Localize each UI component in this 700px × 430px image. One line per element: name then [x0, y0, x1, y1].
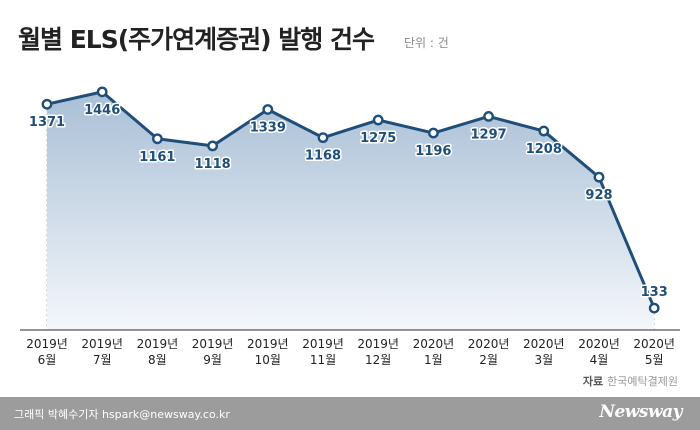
x-tick-label-year: 2019년: [302, 337, 344, 351]
data-label: 1446: [84, 103, 120, 118]
x-tick-label-month: 4월: [590, 353, 609, 367]
graphic-credit: 그래픽 박혜수기자 hspark@newsway.co.kr: [14, 408, 230, 421]
data-point: [648, 302, 660, 314]
x-tick-label-year: 2020년: [578, 337, 620, 351]
data-point: [262, 104, 274, 115]
x-tick-label-month: 6월: [38, 353, 57, 367]
data-label: 928: [585, 188, 612, 203]
x-tick-label-year: 2019년: [192, 337, 234, 351]
chart-title: 월별 ELS(주가연계증권) 발행 건수: [18, 25, 375, 54]
data-label: 1196: [415, 144, 451, 159]
data-label: 1161: [139, 150, 175, 165]
x-tick-label-month: 10월: [255, 353, 281, 367]
x-tick-label-year: 2019년: [247, 337, 289, 351]
x-tick-label-month: 11월: [310, 353, 336, 367]
x-tick-label-year: 2020년: [523, 337, 565, 351]
x-tick-label-month: 3월: [534, 353, 553, 367]
data-point: [96, 86, 108, 98]
data-point: [593, 171, 605, 183]
els-issuance-chart: 1371 1446 1161 1118 1339 1168 1275 1196 1297 1208…: [20, 86, 680, 367]
data-label: 1339: [250, 120, 286, 135]
x-tick-label-month: 8월: [148, 353, 167, 367]
x-tick-label-month: 7월: [93, 353, 112, 367]
data-point: [483, 111, 494, 122]
x-tick-label-month: 5월: [645, 353, 664, 367]
x-tick-label-year: 2019년: [81, 337, 123, 351]
data-label: 1168: [305, 149, 341, 164]
x-tick-label-month: 2월: [479, 353, 498, 367]
data-label: 133: [641, 285, 668, 300]
x-tick-label-year: 2020년: [633, 337, 675, 351]
source-label: 자료: [582, 375, 604, 388]
data-label: 1297: [471, 127, 507, 142]
x-tick-label-year: 2019년: [357, 337, 399, 351]
data-point: [151, 133, 163, 145]
data-label: 1371: [29, 115, 65, 130]
x-tick-label-month: 9월: [203, 353, 222, 367]
unit-label: 단위 : 건: [404, 36, 449, 50]
source-note: 자료 한국예탁결제원: [583, 373, 678, 389]
data-point: [538, 125, 550, 137]
x-tick-label-year: 2019년: [26, 337, 68, 351]
data-point: [317, 132, 329, 144]
data-point: [207, 140, 219, 152]
data-point: [41, 98, 53, 110]
newsway-logo: Newsway: [599, 402, 682, 422]
footer-bar: 그래픽 박혜수기자 hspark@newsway.co.kr Newsway: [0, 397, 700, 430]
data-point: [372, 114, 384, 126]
x-tick-label-year: 2019년: [137, 337, 179, 351]
x-tick-label-year: 2020년: [468, 337, 510, 351]
x-tick-label-year: 2020년: [413, 337, 455, 351]
source-name: 한국예탁결제원: [607, 375, 678, 388]
data-point: [427, 127, 439, 139]
data-label: 1275: [360, 131, 396, 146]
x-tick-label-month: 12월: [365, 353, 391, 367]
data-label: 1118: [195, 157, 231, 172]
series-line: [46, 90, 656, 309]
data-label: 1208: [526, 142, 562, 157]
x-tick-label-month: 1월: [424, 353, 443, 367]
area-fill: [47, 91, 655, 330]
